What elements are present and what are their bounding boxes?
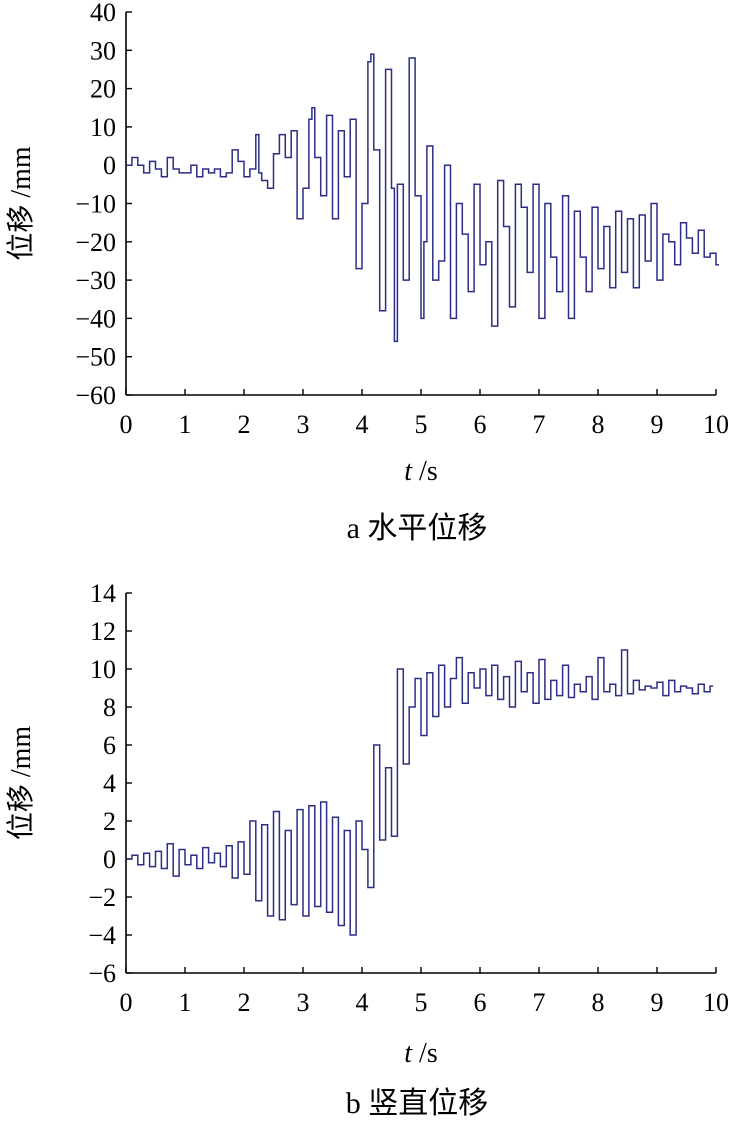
x-tick-label: 1 xyxy=(179,988,192,1017)
x-tick-label: 2 xyxy=(238,988,251,1017)
y-tick-label: 2 xyxy=(103,807,116,836)
x-tick-label: 6 xyxy=(474,988,487,1017)
x-tick-label: 5 xyxy=(415,410,428,439)
chart-caption: a 水平位移 xyxy=(347,512,488,545)
x-axis-title-variable: t xyxy=(404,1038,413,1069)
y-tick-label: 14 xyxy=(90,579,116,608)
x-tick-label: 10 xyxy=(703,410,729,439)
x-axis-title-unit: /s xyxy=(412,456,438,487)
y-tick-label: −30 xyxy=(75,266,116,295)
y-tick-label: −2 xyxy=(88,883,116,912)
y-tick-label: 12 xyxy=(90,617,116,646)
y-axis-title: 位移 /mm xyxy=(5,726,37,841)
y-tick-label: 6 xyxy=(103,731,116,760)
x-axis-title: t /s xyxy=(404,1038,437,1069)
x-tick-label: 4 xyxy=(356,410,369,439)
y-tick-label: 10 xyxy=(90,655,116,684)
y-tick-label: 0 xyxy=(103,151,116,180)
x-tick-label: 9 xyxy=(651,988,664,1017)
x-tick-label: 4 xyxy=(356,988,369,1017)
x-tick-label: 2 xyxy=(238,410,251,439)
x-tick-label: 3 xyxy=(297,988,310,1017)
y-tick-label: −4 xyxy=(88,921,116,950)
x-axis-title-variable: t xyxy=(404,456,413,487)
y-tick-label: 0 xyxy=(103,845,116,874)
y-axis-title: 位移 /mm xyxy=(5,146,37,261)
y-tick-label: 10 xyxy=(90,113,116,142)
x-tick-label: 3 xyxy=(297,410,310,439)
x-tick-label: 8 xyxy=(592,988,605,1017)
y-tick-label: 30 xyxy=(90,36,116,65)
x-tick-label: 7 xyxy=(533,988,546,1017)
x-tick-label: 5 xyxy=(415,988,428,1017)
x-tick-label: 0 xyxy=(120,410,133,439)
x-tick-label: 6 xyxy=(474,410,487,439)
y-tick-label: −6 xyxy=(88,959,116,988)
chart-caption: b 竖直位移 xyxy=(346,1087,489,1120)
y-tick-label: −20 xyxy=(75,228,116,257)
y-tick-label: −50 xyxy=(75,343,116,372)
x-tick-label: 9 xyxy=(651,410,664,439)
x-tick-label: 0 xyxy=(120,988,133,1017)
y-tick-label: 20 xyxy=(90,75,116,104)
y-tick-label: −10 xyxy=(75,190,116,219)
y-tick-label: 4 xyxy=(103,769,116,798)
x-tick-label: 7 xyxy=(533,410,546,439)
displacement-series-line xyxy=(126,53,719,343)
y-tick-label: −40 xyxy=(75,304,116,333)
x-tick-label: 10 xyxy=(703,988,729,1017)
x-tick-label: 1 xyxy=(179,410,192,439)
displacement-series-line xyxy=(126,649,714,936)
y-tick-label: 40 xyxy=(90,0,116,27)
x-axis-title-unit: /s xyxy=(412,1038,438,1069)
y-tick-label: 8 xyxy=(103,693,116,722)
x-axis-title: t /s xyxy=(404,456,437,487)
y-tick-label: −60 xyxy=(75,381,116,410)
x-tick-label: 8 xyxy=(592,410,605,439)
